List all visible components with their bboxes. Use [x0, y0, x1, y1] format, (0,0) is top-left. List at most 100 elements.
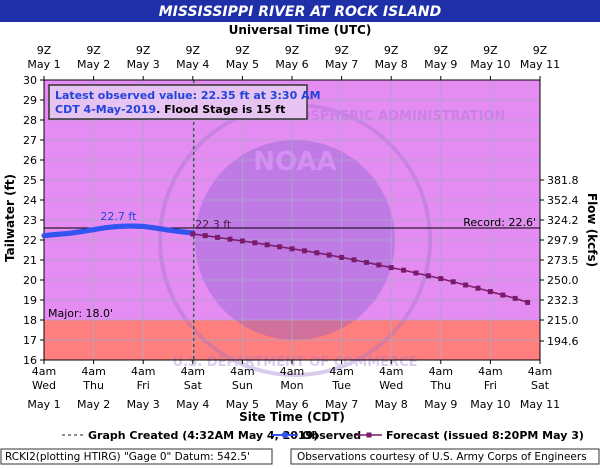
- left-tick-label: 30: [23, 74, 37, 87]
- top-tick-date: May 6: [275, 58, 308, 71]
- bottom-tick-time: 4am: [181, 365, 205, 378]
- bottom-axis-title: Site Time (CDT): [239, 410, 345, 424]
- right-tick-label: 232.3: [547, 294, 579, 307]
- top-tick-date: May 7: [325, 58, 358, 71]
- right-tick-label: 352.4: [547, 194, 579, 207]
- bottom-tick-date: May 11: [520, 398, 560, 411]
- forecast-point: [202, 233, 208, 239]
- record-stage-label: Record: 22.6': [463, 216, 536, 229]
- forecast-point: [413, 270, 419, 276]
- info-box-frame: [48, 84, 308, 120]
- top-tick-date: May 3: [127, 58, 160, 71]
- right-tick-label: 324.2: [547, 214, 579, 227]
- legend-forecast: Forecast (issued 8:20PM May 3): [386, 429, 584, 442]
- forecast-point: [339, 254, 345, 260]
- forecast-line: [192, 233, 528, 304]
- title-banner: [0, 0, 600, 22]
- bottom-tick-date: May 7: [325, 398, 358, 411]
- peak-label: 22.7 ft: [100, 210, 137, 223]
- bottom-tick-time: 4am: [478, 365, 502, 378]
- left-axis-title: Tailwater (ft): [3, 174, 17, 262]
- right-tick-label: 381.8: [547, 174, 579, 187]
- bottom-tick-day: Mon: [280, 379, 303, 392]
- axes: 16 17 18 19 20 21 22 23 24 25 26 27 28 29 30 194.6 215.0…: [23, 44, 579, 411]
- forecast-point: [289, 246, 295, 252]
- left-tick-label: 27: [23, 134, 37, 147]
- bottom-tick-time: 4am: [131, 365, 155, 378]
- forecast-point: [500, 292, 506, 298]
- bottom-tick-time: 4am: [429, 365, 453, 378]
- bottom-tick-day: Wed: [379, 379, 403, 392]
- forecast-point: [227, 236, 233, 242]
- bottom-tick-time: 4am: [81, 365, 105, 378]
- bottom-tick-date: May 9: [424, 398, 457, 411]
- top-tick-hour: 9Z: [136, 44, 151, 57]
- right-axis-title: Flow (kcfs): [585, 193, 599, 267]
- left-tick-label: 17: [23, 334, 37, 347]
- right-tick-label: 273.5: [547, 254, 579, 267]
- forecast-point: [425, 273, 431, 279]
- forecast-point: [215, 234, 221, 240]
- top-tick-date: May 2: [77, 58, 110, 71]
- bottom-tick-day: Sat: [531, 379, 550, 392]
- top-tick-hour: 9Z: [186, 44, 201, 57]
- left-tick-label: 22: [23, 234, 37, 247]
- bottom-tick-date: May 3: [127, 398, 160, 411]
- legend-forecast-marker: [366, 432, 372, 438]
- footer-right-box: [290, 448, 600, 465]
- right-tick-label: 250.0: [547, 274, 579, 287]
- info-flood-stage: . Flood Stage is 15 ft: [156, 103, 285, 116]
- bottom-tick-date: May 2: [77, 398, 110, 411]
- bottom-tick-time: 4am: [32, 365, 56, 378]
- forecast-point: [252, 240, 258, 246]
- footer-left-box: [0, 448, 273, 465]
- top-tick-date: May 11: [520, 58, 560, 71]
- watermark-ring-text-bottom: U.S. DEPARTMENT OF COMMERCE: [172, 355, 417, 370]
- top-tick-date: May 1: [27, 58, 60, 71]
- right-tick-label: 297.9: [547, 234, 579, 247]
- bottom-tick-date: May 6: [275, 398, 308, 411]
- top-tick-hour: 9Z: [434, 44, 449, 57]
- bottom-tick-date: May 5: [226, 398, 259, 411]
- top-tick-date: May 9: [424, 58, 457, 71]
- watermark-noaa: NOAA: [253, 147, 336, 177]
- forecast-point: [301, 248, 307, 254]
- left-tick-label: 24: [23, 194, 37, 207]
- top-tick-hour: 9Z: [334, 44, 349, 57]
- top-tick-date: May 10: [470, 58, 510, 71]
- bottom-tick-day: Wed: [32, 379, 56, 392]
- top-tick-date: May 4: [176, 58, 209, 71]
- bottom-tick-time: 4am: [280, 365, 304, 378]
- bottom-tick-day: Fri: [137, 379, 150, 392]
- left-tick-label: 26: [23, 154, 37, 167]
- forecast-point: [239, 238, 245, 244]
- forecast-start-label: 22.3 ft: [195, 218, 232, 231]
- bottom-tick-time: 4am: [230, 365, 254, 378]
- forecast-point: [388, 265, 394, 271]
- bottom-tick-day: Thu: [82, 379, 104, 392]
- top-tick-hour: 9Z: [285, 44, 300, 57]
- bottom-tick-date: May 8: [375, 398, 408, 411]
- bottom-tick-time: 4am: [528, 365, 552, 378]
- bottom-tick-day: Sat: [184, 379, 203, 392]
- top-tick-hour: 9Z: [384, 44, 399, 57]
- info-date: CDT 4-May-2019: [55, 103, 156, 116]
- top-axis-title: Universal Time (UTC): [229, 23, 372, 37]
- bottom-tick-time: 4am: [379, 365, 403, 378]
- forecast-point: [487, 289, 493, 295]
- legend: Graph Created (4:32AM May 4, 2019) Obser…: [62, 429, 584, 442]
- chart-title: MISSISSIPPI RIVER AT ROCK ISLAND: [159, 4, 442, 20]
- forecast-point: [190, 231, 196, 237]
- left-tick-label: 16: [23, 354, 37, 367]
- left-tick-label: 20: [23, 274, 37, 287]
- bottom-tick-day: Tue: [331, 379, 351, 392]
- forecast-point: [351, 257, 357, 263]
- forecast-point: [401, 267, 407, 273]
- bottom-tick-day: Thu: [429, 379, 451, 392]
- bottom-tick-time: 4am: [329, 365, 353, 378]
- forecast-point: [363, 259, 369, 265]
- info-line-2: CDT 4-May-2019. Flood Stage is 15 ft: [55, 103, 285, 116]
- left-tick-label: 23: [23, 214, 37, 227]
